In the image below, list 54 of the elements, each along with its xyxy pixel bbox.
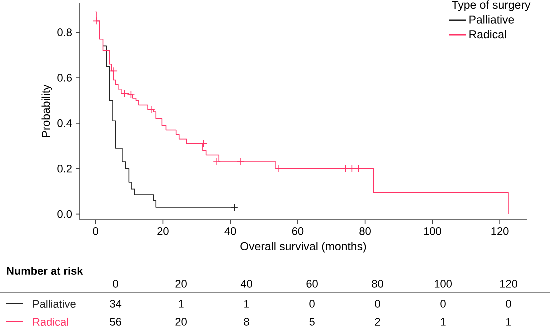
point: [120, 90, 129, 98]
point: [200, 140, 208, 148]
legend-label: Radical: [33, 318, 68, 326]
data-label: 0: [310, 300, 315, 308]
point: [348, 164, 356, 173]
point: [342, 164, 350, 173]
legend-label: Palliative: [470, 15, 514, 24]
category-label: 0: [113, 280, 118, 288]
legend-label: Radical: [470, 30, 506, 39]
data-label: 0: [440, 300, 446, 308]
y-axis-title: Probability: [42, 84, 52, 138]
point: [237, 158, 245, 166]
category-label: 120: [500, 280, 518, 288]
y-tick-label: 0.2: [58, 165, 72, 173]
category-label: 60: [306, 280, 318, 288]
category-label: 40: [240, 280, 252, 288]
x-tick-label: 120: [492, 228, 509, 236]
y-tick-label: 0.0: [58, 210, 72, 218]
data-label: 1: [506, 318, 512, 326]
x-tick-label: 60: [292, 228, 304, 236]
legend-title: Type of surgery: [452, 0, 531, 12]
category-label: 100: [434, 280, 452, 288]
data-label: 0: [506, 300, 512, 308]
point: [275, 164, 283, 173]
category-label: 20: [176, 318, 187, 326]
data-label: 56: [110, 318, 122, 326]
category-label: 80: [372, 280, 384, 288]
point: [110, 67, 118, 76]
data-label: 0: [375, 300, 380, 308]
x-tick-label: 0: [93, 228, 98, 236]
point: [92, 17, 100, 26]
data-label: 34: [110, 300, 122, 308]
y-tick-label: 0.8: [58, 28, 72, 36]
x-tick-label: 20: [158, 228, 169, 236]
data-label: 8: [244, 318, 250, 326]
point: [355, 164, 363, 173]
x-tick-label: 40: [224, 228, 236, 236]
point: [213, 158, 221, 166]
y-tick-label: 0.6: [58, 74, 72, 82]
x-axis-title: Overall survival (months): [240, 242, 366, 253]
legend-label: Palliative: [33, 300, 76, 308]
data-label: 2: [375, 318, 380, 326]
y-tick-label: 0.4: [58, 120, 72, 128]
point: [230, 204, 239, 212]
x-tick-label: 100: [424, 228, 442, 236]
data-label: 1: [244, 300, 250, 308]
data-label: 1: [441, 318, 446, 326]
x-tick-label: 80: [360, 228, 371, 236]
data-label: 1: [179, 300, 184, 308]
text: Number at risk: [7, 266, 84, 276]
data-label: 5: [310, 318, 315, 326]
data-label: 20: [176, 280, 187, 288]
point: [148, 106, 156, 114]
point: [127, 91, 136, 99]
